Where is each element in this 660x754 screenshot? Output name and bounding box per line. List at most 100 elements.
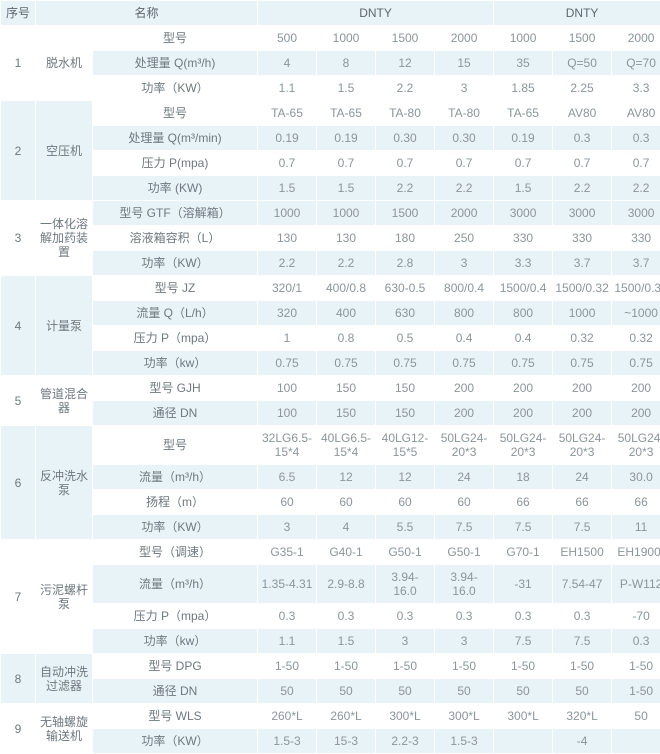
spec-value: 1.5-3 <box>435 729 494 753</box>
col-header-name: 名称 <box>36 1 258 25</box>
group-name: 一体化溶解加药装置 <box>36 201 92 275</box>
table-row: 处理量 Q(m³/min) 0.19 0.19 0.30 0.30 0.19 0.3 0.3 <box>1 126 660 150</box>
col-header-dnty-series-1: DNTY <box>258 1 494 25</box>
spec-label: 功率（kw） <box>93 351 258 375</box>
col-header-dnty-series-2: DNTY <box>494 1 660 25</box>
spec-value: 1-50 <box>258 654 317 678</box>
spec-value: 50 <box>317 679 376 703</box>
spec-value: EH1500 <box>553 540 612 564</box>
spec-value: 0.3 <box>317 604 376 628</box>
group-seq: 1 <box>1 26 35 100</box>
header-row: 序号 名称 DNTY DNTY <box>1 1 660 25</box>
spec-value: 2.8 <box>376 251 435 275</box>
table-row: 流量（m³/h） 1.35-4.31 2.9-8.8 3.94- 16.0 3.94- … <box>1 565 660 603</box>
spec-value: G70-1 <box>494 540 553 564</box>
spec-label: 型号 GJH <box>93 376 258 400</box>
spec-value: 4 <box>317 515 376 539</box>
group-seq: 8 <box>1 654 35 703</box>
spec-value: TA-80 <box>376 101 435 125</box>
spec-value: 1.1 <box>258 629 317 653</box>
spec-value: 1-50 <box>376 654 435 678</box>
spec-value: 1-50 <box>612 679 660 703</box>
spec-value: 100 <box>258 376 317 400</box>
spec-value: 50 <box>494 679 553 703</box>
spec-value: 50LG24- 20*3 <box>435 426 494 464</box>
spec-value: 0.7 <box>376 151 435 175</box>
spec-value: 3.3 <box>612 76 660 100</box>
spec-value: Q=70 <box>612 51 660 75</box>
spec-value: 1500 <box>376 26 435 50</box>
spec-value: 12 <box>376 465 435 489</box>
spec-value: 0.30 <box>376 126 435 150</box>
table-row: 6 反冲洗水泵 型号 32LG6.5- 15*4 40LG6.5- 15*4 40LG12… <box>1 426 660 539</box>
spec-value: 18 <box>494 465 553 489</box>
spec-value: 32LG6.5- 15*4 <box>258 426 317 464</box>
spec-value: 250 <box>435 226 494 250</box>
spec-label: 压力 P(mpa) <box>93 151 258 175</box>
spec-value: 1.35-4.31 <box>258 565 317 603</box>
spec-value: 50 <box>435 679 494 703</box>
spec-value: 1-50 <box>317 654 376 678</box>
group-seq: 6 <box>1 426 35 539</box>
spec-value: 12 <box>376 51 435 75</box>
spec-value: 2.2 <box>553 176 612 200</box>
spec-value: 60 <box>435 490 494 514</box>
table-row: 1 脱水机 型号 500 1000 1500 2000 1000 1500 2000 <box>1 26 660 100</box>
spec-value: 1-50 <box>435 654 494 678</box>
table-row: 通径 DN 50 50 50 50 50 50 1-50 <box>1 679 660 703</box>
group-name: 计量泵 <box>36 276 92 375</box>
spec-value: 0.32 <box>553 326 612 350</box>
spec-value: 0.3 <box>553 604 612 628</box>
spec-value: 0.75 <box>494 351 553 375</box>
spec-value: 0.7 <box>435 151 494 175</box>
spec-value: 35 <box>494 51 553 75</box>
spec-value: 0.19 <box>258 126 317 150</box>
spec-label: 型号 <box>93 26 258 50</box>
spec-table-body: 1 脱水机 型号 500 1000 1500 2000 1000 1500 2000 处理量 Q(m… <box>1 26 660 753</box>
spec-value: 2.2 <box>317 251 376 275</box>
spec-label: 功率（KW） <box>93 251 258 275</box>
spec-value: 130 <box>317 226 376 250</box>
spec-value: 40LG6.5- 15*4 <box>317 426 376 464</box>
spec-value: AV80 <box>553 101 612 125</box>
spec-value: 66 <box>553 490 612 514</box>
spec-value: 0.7 <box>494 151 553 175</box>
table-row: 流量（m³/h） 6.5 12 12 24 18 24 30.0 <box>1 465 660 489</box>
spec-value: 40LG12- 15*5 <box>376 426 435 464</box>
spec-value: 2000 <box>435 201 494 225</box>
table-row: 通径 DN 100 150 150 200 200 200 200 <box>1 401 660 425</box>
spec-value: TA-65 <box>494 101 553 125</box>
spec-value: 1500/0.32 <box>553 276 612 300</box>
table-row: 功率（kw） 1.1 1.5 3 3 7.5 7.5 0.3 <box>1 629 660 653</box>
spec-value: TA-65 <box>258 101 317 125</box>
spec-value: 1.5-3 <box>258 729 317 753</box>
spec-label: 功率（KW） <box>93 76 258 100</box>
spec-value: -31 <box>494 565 553 603</box>
table-row: 8 自动冲洗过滤器 型号 DPG 1-50 1-50 1-50 1-50 1-50 1-50 1-… <box>1 654 660 703</box>
spec-value: 800/0.4 <box>435 276 494 300</box>
spec-label: 流量 Q（L/h） <box>93 301 258 325</box>
spec-value: 0.75 <box>553 351 612 375</box>
spec-value: 0.75 <box>612 351 660 375</box>
spec-label: 型号 <box>93 101 258 125</box>
group-name: 反冲洗水泵 <box>36 426 92 539</box>
spec-value: 11 <box>612 515 660 539</box>
spec-label: 通径 DN <box>93 401 258 425</box>
spec-value: 60 <box>317 490 376 514</box>
spec-value: 0.3 <box>258 604 317 628</box>
spec-value: 8 <box>317 51 376 75</box>
spec-value: 1.5 <box>317 629 376 653</box>
spec-value: 2.2 <box>435 176 494 200</box>
spec-value: 50 <box>258 679 317 703</box>
spec-value: TA-80 <box>435 101 494 125</box>
spec-value: 7.54-47 <box>553 565 612 603</box>
spec-value: 150 <box>317 401 376 425</box>
spec-value: Q=50 <box>553 51 612 75</box>
spec-label: 型号 JZ <box>93 276 258 300</box>
spec-value: 0.75 <box>317 351 376 375</box>
spec-label: 扬程（m） <box>93 490 258 514</box>
spec-value: 3 <box>258 515 317 539</box>
spec-value: 0.7 <box>258 151 317 175</box>
spec-value: 0.75 <box>258 351 317 375</box>
spec-value: 0.3 <box>612 629 660 653</box>
